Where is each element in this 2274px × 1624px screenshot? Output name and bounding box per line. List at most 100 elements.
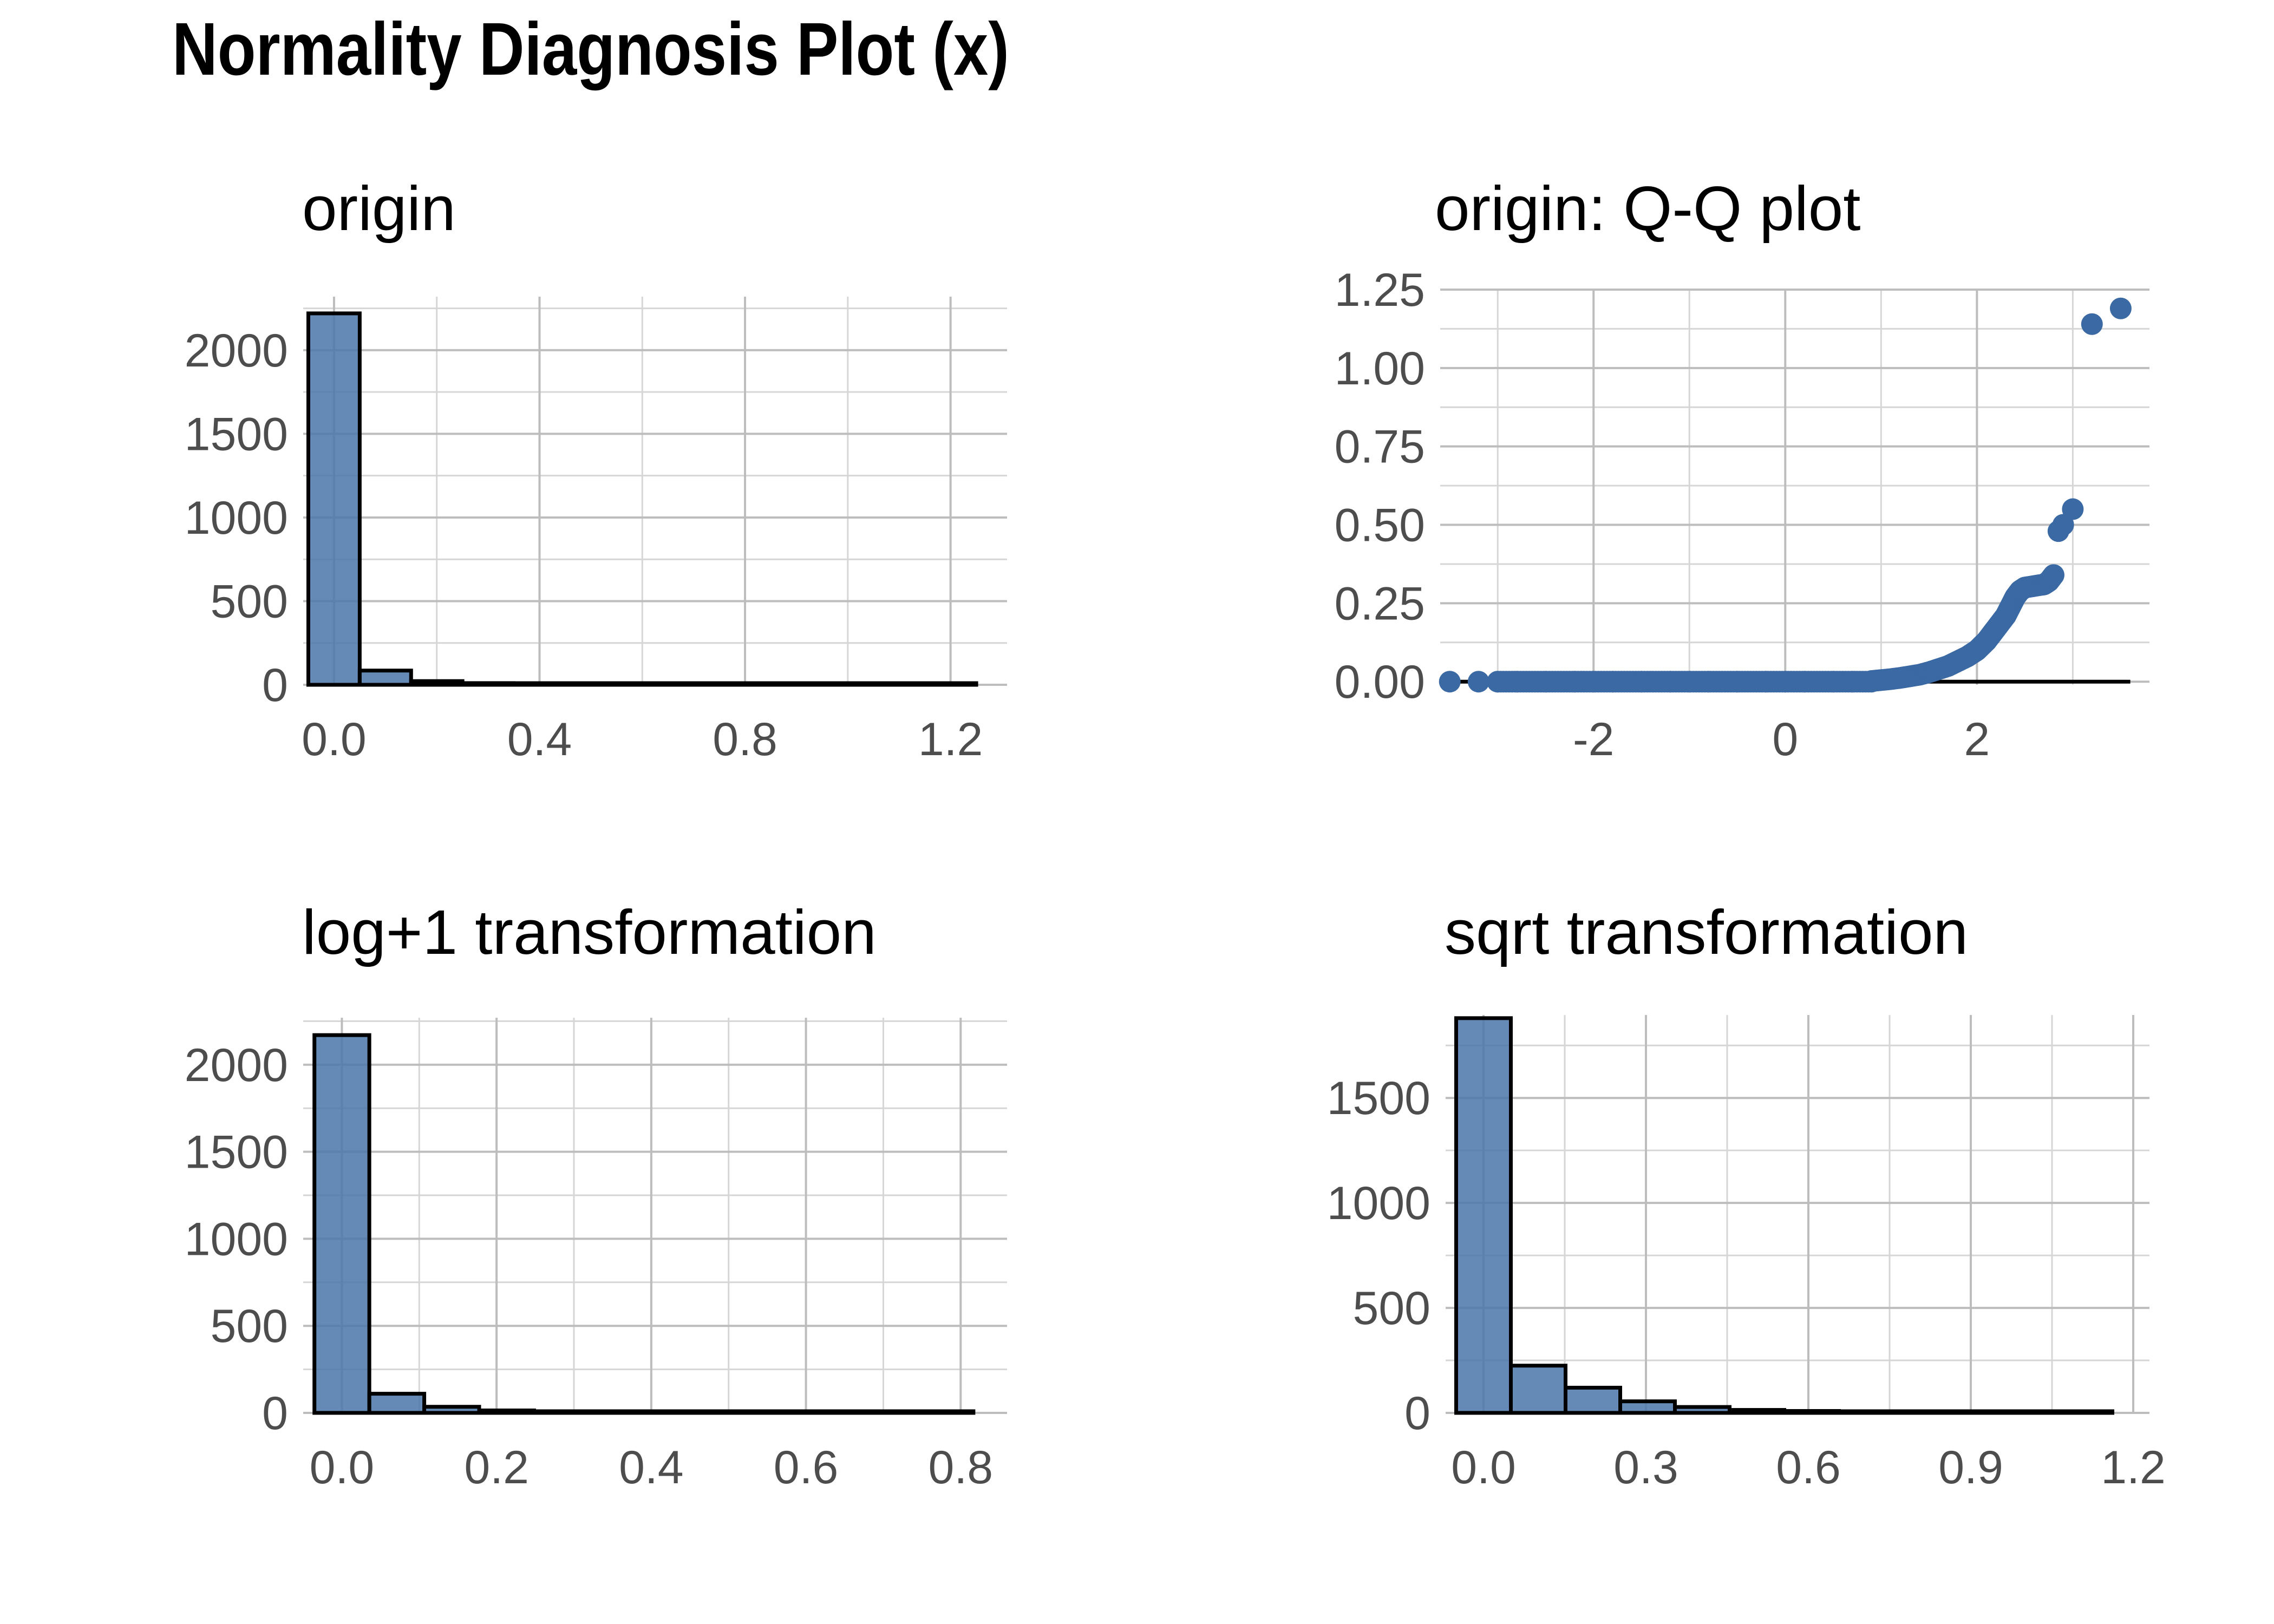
histogram-bar bbox=[717, 681, 773, 687]
histogram-bar bbox=[512, 681, 567, 687]
histogram-bar bbox=[615, 681, 670, 687]
histogram-bar bbox=[1509, 1364, 1567, 1415]
qq-point bbox=[1487, 671, 1509, 693]
histogram-bar bbox=[477, 1408, 536, 1415]
panel-origin-histogram: origin 0.0 0.4 0.8 1.2 0 500 1000 1500 2000 bbox=[185, 173, 1007, 765]
histogram-bar bbox=[460, 681, 516, 687]
histogram-bar bbox=[923, 681, 978, 687]
histogram-bar bbox=[871, 681, 927, 687]
qq-point bbox=[1841, 671, 1864, 693]
y-tick-label: 0.50 bbox=[1335, 500, 1425, 552]
histogram-bar bbox=[422, 1405, 481, 1415]
qq-point bbox=[1583, 671, 1605, 693]
panel-title: origin: Q-Q plot bbox=[1435, 173, 1861, 244]
y-tick-label: 500 bbox=[211, 1300, 289, 1352]
y-tick-label: 2000 bbox=[185, 325, 288, 377]
y-tick-label: 1.00 bbox=[1335, 343, 1425, 395]
x-tick-label: 0.0 bbox=[1451, 1442, 1516, 1494]
x-tick-label: 1.2 bbox=[918, 713, 983, 765]
histogram-bar bbox=[312, 1033, 371, 1415]
histogram-bar bbox=[409, 679, 465, 687]
y-tick-label: 1500 bbox=[185, 408, 288, 460]
y-tick-label: 500 bbox=[211, 575, 289, 627]
y-tick-label: 0 bbox=[262, 1387, 288, 1439]
y-tick-label: 1000 bbox=[185, 492, 288, 544]
histogram-bar bbox=[1564, 1385, 1622, 1415]
panel-title: origin bbox=[302, 173, 456, 244]
qq-point bbox=[1822, 671, 1844, 693]
histogram-bar bbox=[666, 681, 722, 687]
qq-point bbox=[2042, 564, 2064, 586]
histogram-bar bbox=[769, 681, 824, 687]
panel-title: sqrt transformation bbox=[1445, 897, 1968, 967]
qq-point bbox=[1467, 671, 1489, 693]
y-tick-label: 1000 bbox=[185, 1213, 288, 1265]
histogram-bar bbox=[916, 1409, 976, 1415]
qq-point bbox=[1697, 671, 1720, 693]
y-tick-label: 1500 bbox=[185, 1127, 288, 1178]
x-tick-label: 0.8 bbox=[929, 1442, 994, 1494]
qq-point bbox=[1793, 671, 1815, 693]
x-tick-label: -2 bbox=[1573, 713, 1614, 765]
histogram-bar bbox=[861, 1409, 920, 1415]
panel-origin-qq-plot: origin: Q-Q plot -2 0 2 0.00 0.25 0.50 0.75 1.00… bbox=[1335, 173, 2149, 765]
histogram-bar bbox=[306, 311, 362, 687]
histogram-bar bbox=[820, 681, 875, 687]
histogram-bar bbox=[1782, 1409, 1841, 1415]
histogram-bar bbox=[587, 1409, 646, 1415]
y-tick-label: 1.25 bbox=[1335, 264, 1425, 316]
y-tick-label: 0.25 bbox=[1335, 578, 1425, 630]
x-tick-label: 0.6 bbox=[774, 1442, 839, 1494]
panel-sqrt-histogram: sqrt transformation 0.0 0.3 0.6 0.9 1.2 0 500 10… bbox=[1327, 897, 2166, 1494]
histogram-bar bbox=[1728, 1408, 1786, 1415]
histogram-bar bbox=[642, 1409, 701, 1415]
panel-title: log+1 transformation bbox=[302, 897, 877, 967]
qq-point bbox=[1726, 671, 1748, 693]
qq-point bbox=[1534, 671, 1557, 693]
y-tick-label: 1000 bbox=[1327, 1177, 1430, 1229]
x-tick-label: 0.2 bbox=[464, 1442, 529, 1494]
qq-point bbox=[1755, 671, 1777, 693]
qq-point bbox=[1563, 671, 1585, 693]
histogram-bar bbox=[807, 1409, 866, 1415]
histogram-bar bbox=[1946, 1409, 2005, 1415]
qq-point bbox=[1774, 671, 1796, 693]
histogram-bar bbox=[2056, 1409, 2114, 1415]
histogram-bar bbox=[697, 1409, 756, 1415]
qq-point bbox=[2052, 514, 2074, 536]
histogram-bar bbox=[1618, 1399, 1677, 1415]
qq-point bbox=[1659, 671, 1681, 693]
x-tick-label: 0.9 bbox=[1938, 1442, 2003, 1494]
x-tick-label: 0.4 bbox=[507, 713, 572, 765]
x-tick-label: 0.8 bbox=[713, 713, 777, 765]
y-tick-label: 0.75 bbox=[1335, 421, 1425, 473]
figure-title: Normality Diagnosis Plot (x) bbox=[172, 8, 1009, 91]
histogram-bar bbox=[532, 1409, 591, 1415]
histogram-bar bbox=[1673, 1405, 1731, 1415]
qq-point bbox=[2062, 498, 2084, 520]
histogram-bar bbox=[563, 681, 619, 687]
panel-log1-histogram: log+1 transformation 0.0 0.2 0.4 0.6 0.8 0 500 1… bbox=[185, 897, 1007, 1494]
x-tick-label: 0 bbox=[1772, 713, 1798, 765]
qq-point bbox=[1506, 671, 1528, 693]
qq-point bbox=[1602, 671, 1624, 693]
histogram-bar bbox=[1837, 1409, 1896, 1415]
histogram-bar bbox=[1454, 1016, 1513, 1415]
qq-point bbox=[2081, 313, 2103, 335]
qq-point bbox=[1630, 671, 1652, 693]
x-tick-label: 2 bbox=[1964, 713, 1990, 765]
x-tick-label: 0.0 bbox=[310, 1442, 375, 1494]
histogram-bar bbox=[357, 669, 413, 687]
histogram-bar bbox=[752, 1409, 811, 1415]
x-tick-label: 1.2 bbox=[2101, 1442, 2166, 1494]
histogram-bar bbox=[2001, 1409, 2060, 1415]
y-tick-label: 2000 bbox=[185, 1039, 288, 1091]
x-tick-label: 0.0 bbox=[302, 713, 367, 765]
y-tick-label: 0 bbox=[262, 659, 288, 711]
y-tick-label: 0 bbox=[1404, 1387, 1430, 1439]
x-tick-label: 0.4 bbox=[619, 1442, 684, 1494]
y-tick-label: 1500 bbox=[1327, 1072, 1430, 1124]
y-tick-label: 500 bbox=[1353, 1282, 1431, 1334]
histogram-bar bbox=[367, 1392, 427, 1415]
